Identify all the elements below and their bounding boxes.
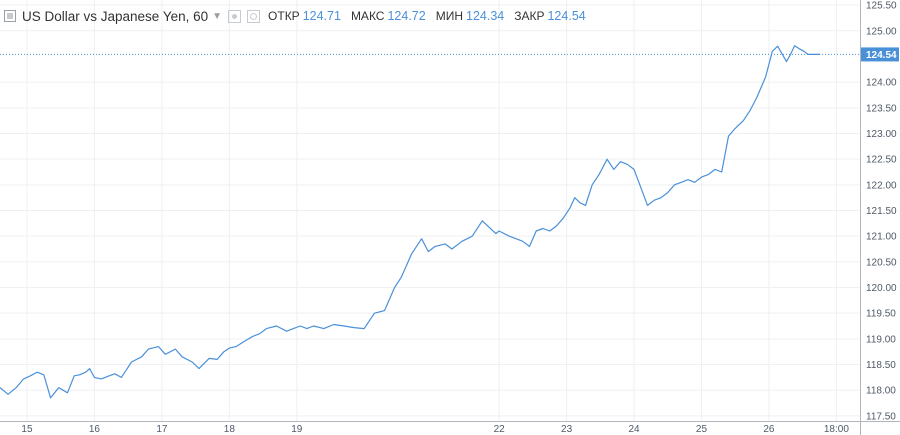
y-tick-label: 124.00 <box>866 78 897 89</box>
y-tick-label: 119.00 <box>866 334 896 345</box>
close-label: ЗАКР <box>514 9 545 23</box>
y-tick-label: 121.00 <box>866 232 897 243</box>
close-value: 124.54 <box>547 9 586 23</box>
last-price-label: 124.54 <box>866 50 897 61</box>
price-line-layer <box>0 45 821 399</box>
y-tick-label: 120.00 <box>866 283 897 294</box>
chevron-down-icon[interactable]: ▼ <box>212 10 223 22</box>
eye-icon[interactable] <box>228 9 242 23</box>
x-tick-label: 26 <box>763 424 775 435</box>
collapse-icon[interactable] <box>4 10 16 22</box>
grid-lines <box>0 0 860 421</box>
gear-icon[interactable] <box>247 9 261 23</box>
y-tick-label: 122.50 <box>866 155 897 166</box>
x-tick-label: 25 <box>696 424 708 435</box>
y-tick-label: 123.50 <box>866 103 897 114</box>
high-label: МАКС <box>350 9 385 23</box>
x-tick-label: 19 <box>291 424 303 435</box>
open-value: 124.71 <box>302 9 341 23</box>
x-tick-label: 18 <box>224 424 236 435</box>
y-tick-label: 125.50 <box>866 1 897 12</box>
y-tick-label: 120.50 <box>866 257 897 268</box>
y-tick-label: 118.00 <box>866 386 896 397</box>
high-value: 124.72 <box>387 9 426 23</box>
chart-title: US Dollar vs Japanese Yen, 60 <box>22 8 209 24</box>
y-tick-label: 117.50 <box>866 411 896 422</box>
y-tick-label: 122.00 <box>866 180 897 191</box>
low-value: 124.34 <box>466 9 505 23</box>
x-tick-label: 17 <box>156 424 168 435</box>
x-tick-label: 16 <box>89 424 101 435</box>
y-tick-label: 118.50 <box>866 360 896 371</box>
y-tick-label: 119.50 <box>866 309 896 320</box>
open-label: ОТКР <box>268 9 300 23</box>
y-tick-label: 121.50 <box>866 206 897 217</box>
y-tick-label: 125.00 <box>866 26 897 37</box>
last-price-line-layer: 124.54 <box>0 47 899 62</box>
price-series-line <box>0 45 821 399</box>
last-price-badge <box>861 47 899 62</box>
x-tick-label: 15 <box>21 424 33 435</box>
x-tick-label: 22 <box>494 424 506 435</box>
y-tick-label: 123.00 <box>866 129 897 140</box>
x-tick-label: 23 <box>561 424 573 435</box>
low-label: МИН <box>435 9 463 23</box>
chart-legend: US Dollar vs Japanese Yen, 60 ▼ ОТКР 124… <box>4 6 588 26</box>
x-tick-label: 18:00 <box>824 424 849 435</box>
x-tick-label: 24 <box>628 424 640 435</box>
